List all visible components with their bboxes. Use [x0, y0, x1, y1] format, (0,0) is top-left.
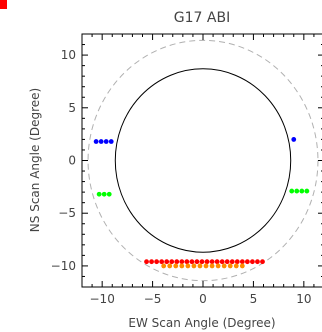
data-point — [169, 259, 175, 265]
data-point — [250, 259, 255, 265]
x-tick-label: −5 — [144, 292, 162, 306]
data-point — [108, 139, 114, 144]
data-point — [93, 139, 99, 144]
data-point — [260, 259, 265, 265]
series-3-group — [161, 263, 245, 269]
data-point — [167, 263, 173, 269]
x-tick-label: 5 — [250, 292, 258, 306]
data-point — [189, 259, 195, 265]
data-point — [101, 191, 107, 197]
data-point — [179, 259, 185, 265]
series-1-group — [96, 188, 310, 197]
series-2-group — [144, 259, 265, 265]
data-point — [239, 263, 245, 269]
data-point — [291, 137, 297, 142]
data-point — [194, 259, 200, 265]
data-point — [98, 139, 104, 144]
data-point — [199, 259, 205, 265]
data-point — [214, 259, 220, 265]
data-point — [159, 259, 165, 265]
data-point — [221, 263, 227, 269]
data-point — [234, 259, 240, 265]
data-point — [294, 188, 300, 194]
series-0-group — [93, 137, 297, 144]
data-point — [299, 188, 305, 194]
data-point — [161, 263, 167, 269]
data-point — [204, 259, 210, 265]
x-tick-label: −10 — [90, 292, 115, 306]
data-point — [224, 259, 230, 265]
data-point — [227, 263, 233, 269]
data-point — [96, 191, 102, 197]
data-point — [149, 259, 154, 265]
data-point — [106, 191, 112, 197]
earth-disk-circle — [114, 68, 292, 253]
data-point — [304, 188, 310, 194]
data-point — [144, 259, 149, 265]
data-point — [164, 259, 170, 265]
data-point — [154, 259, 160, 265]
y-tick-label: −10 — [51, 259, 76, 273]
data-point — [209, 259, 215, 265]
data-point — [179, 263, 185, 269]
data-point — [244, 259, 250, 265]
y-tick-label: 0 — [68, 154, 76, 168]
plot-frame — [81, 33, 322, 288]
red-corner-marker — [0, 0, 7, 9]
data-point — [229, 259, 235, 265]
data-point — [233, 263, 239, 269]
data-point — [203, 263, 209, 269]
data-point — [289, 188, 295, 194]
data-point — [215, 263, 221, 269]
data-point — [219, 259, 225, 265]
field-of-regard-circle — [87, 39, 319, 282]
x-tick-label: 0 — [199, 292, 207, 306]
data-point — [191, 263, 197, 269]
data-point — [103, 139, 109, 144]
y-axis-title: NS Scan Angle (Degree) — [28, 88, 42, 232]
data-point — [239, 259, 245, 265]
data-point — [185, 263, 191, 269]
y-tick-label: −5 — [58, 206, 76, 220]
data-point — [173, 263, 179, 269]
chart-title: G17 ABI — [174, 10, 230, 26]
y-tick-label: 10 — [61, 48, 76, 62]
data-point — [174, 259, 180, 265]
x-tick-label: 10 — [296, 292, 311, 306]
data-point — [209, 263, 215, 269]
data-point — [197, 263, 203, 269]
data-point — [255, 259, 260, 265]
points-layer — [93, 137, 310, 269]
x-axis-title: EW Scan Angle (Degree) — [128, 316, 275, 330]
data-point — [184, 259, 190, 265]
y-tick-label: 5 — [68, 101, 76, 115]
curves-layer — [87, 39, 319, 282]
